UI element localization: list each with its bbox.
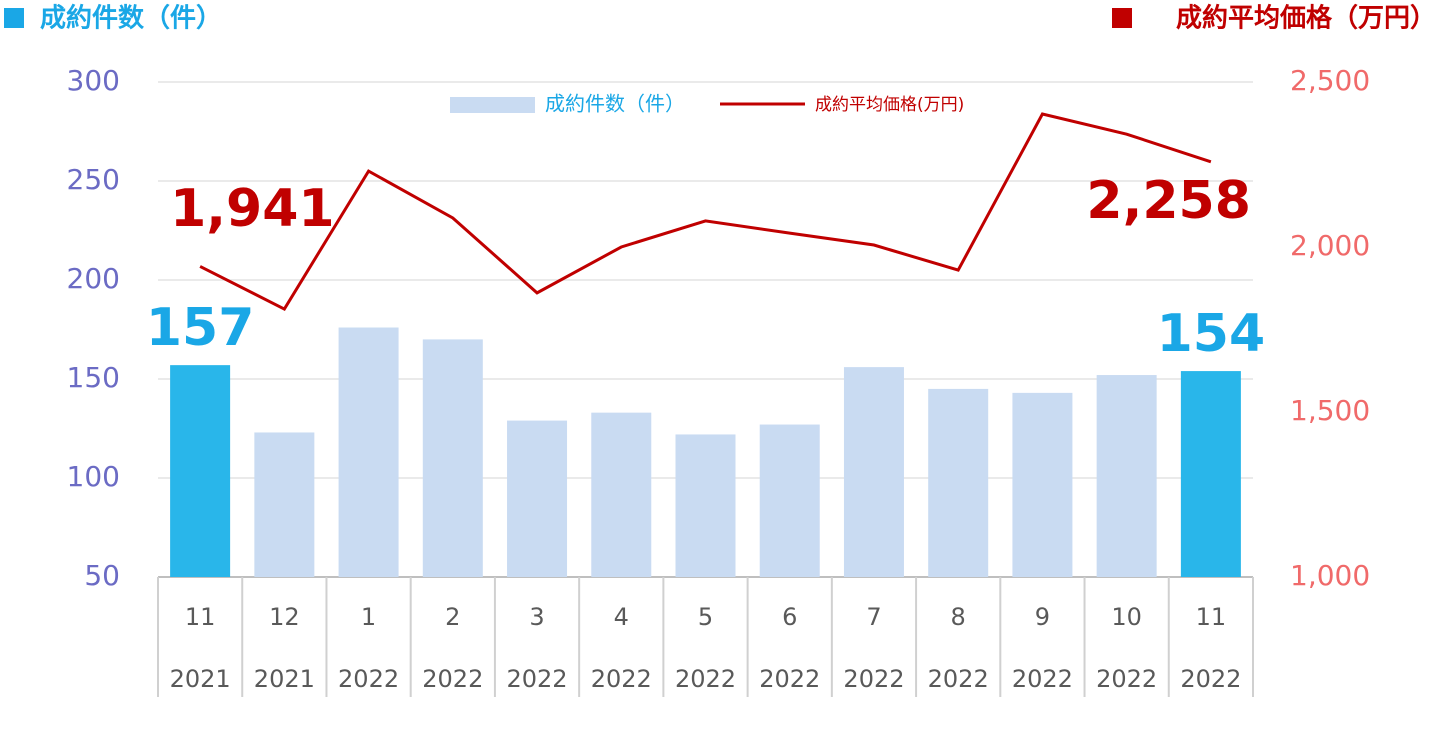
x-tick-label-year: 2022 xyxy=(1180,665,1241,693)
bar-value-label: 154 xyxy=(1157,304,1266,364)
x-tick-label-year: 2021 xyxy=(170,665,231,693)
bar xyxy=(254,432,315,577)
x-tick-label: 1 xyxy=(361,603,376,631)
x-tick-label: 3 xyxy=(529,603,544,631)
bar xyxy=(843,367,904,577)
x-tick-label-year: 2021 xyxy=(254,665,315,693)
x-tick-label: 11 xyxy=(185,603,216,631)
bar xyxy=(422,339,483,577)
bar xyxy=(591,412,652,577)
y2-axis-title: 成約平均価格（万円） xyxy=(1176,3,1436,34)
bar-value-label: 157 xyxy=(146,298,255,358)
legend-swatch xyxy=(450,97,535,113)
bar xyxy=(170,365,231,577)
bar xyxy=(759,424,820,577)
y-tick-label: 50 xyxy=(84,559,120,592)
x-tick-label-year: 2022 xyxy=(928,665,989,693)
line-value-label: 1,941 xyxy=(170,179,334,239)
line-value-label: 2,258 xyxy=(1086,171,1250,231)
x-tick-label-year: 2022 xyxy=(759,665,820,693)
bar xyxy=(338,327,399,577)
x-tick-label: 11 xyxy=(1196,603,1227,631)
y-tick-label: 150 xyxy=(67,361,120,394)
x-tick-label-year: 2022 xyxy=(675,665,736,693)
y-title-marker xyxy=(4,8,24,28)
bar xyxy=(675,434,736,577)
y2-tick-label: 1,000 xyxy=(1290,559,1370,592)
x-tick-label: 4 xyxy=(614,603,629,631)
x-tick-label-year: 2022 xyxy=(506,665,567,693)
bar xyxy=(1096,375,1157,577)
x-tick-label: 5 xyxy=(698,603,713,631)
x-tick-label-year: 2022 xyxy=(422,665,483,693)
y-tick-label: 300 xyxy=(67,64,120,97)
x-tick-label: 6 xyxy=(782,603,797,631)
legend-label: 成約件数（件） xyxy=(545,92,685,116)
y2-title-marker xyxy=(1112,8,1132,28)
x-tick-label: 2 xyxy=(445,603,460,631)
x-tick-label-year: 2022 xyxy=(1012,665,1073,693)
bar xyxy=(1180,371,1241,577)
y-axis-title: 成約件数（件） xyxy=(40,3,222,34)
bar xyxy=(928,388,989,577)
y-tick-label: 100 xyxy=(67,460,120,493)
y2-tick-label: 1,500 xyxy=(1290,394,1370,427)
x-tick-label-year: 2022 xyxy=(338,665,399,693)
x-tick-label: 9 xyxy=(1035,603,1050,631)
x-tick-label: 10 xyxy=(1111,603,1142,631)
legend-label: 成約平均価格(万円) xyxy=(815,95,964,115)
y2-tick-label: 2,500 xyxy=(1290,64,1370,97)
y2-tick-label: 2,000 xyxy=(1290,229,1370,262)
x-tick-label-year: 2022 xyxy=(591,665,652,693)
bar xyxy=(507,420,568,577)
x-tick-label: 7 xyxy=(866,603,881,631)
line xyxy=(199,112,1212,312)
x-tick-label-year: 2022 xyxy=(1096,665,1157,693)
y-tick-label: 200 xyxy=(67,262,120,295)
x-tick-label: 8 xyxy=(951,603,966,631)
x-tick-label-year: 2022 xyxy=(843,665,904,693)
x-tick-label: 12 xyxy=(269,603,300,631)
bar xyxy=(1012,392,1073,577)
y-tick-label: 250 xyxy=(67,163,120,196)
